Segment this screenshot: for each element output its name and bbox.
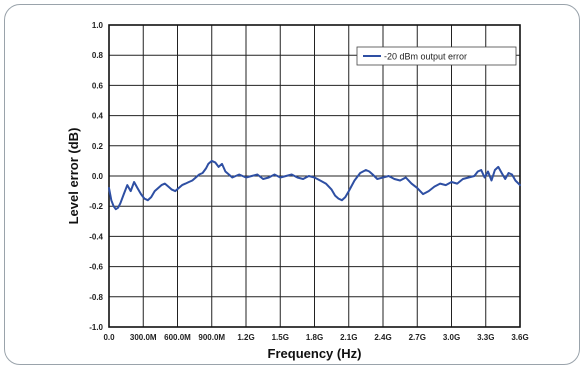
y-tick-label: -0.4 bbox=[89, 232, 103, 241]
y-tick-label: 0.8 bbox=[92, 51, 104, 60]
x-tick-label: 1.2G bbox=[237, 333, 254, 342]
y-tick-label: 0.0 bbox=[92, 172, 104, 181]
legend: -20 dBm output error bbox=[356, 46, 517, 66]
x-tick-label: 2.1G bbox=[340, 333, 357, 342]
legend-box bbox=[356, 46, 517, 66]
x-tick-label: 2.7G bbox=[409, 333, 426, 342]
y-axis-ticks: 1.0 0.8 0.6 0.4 0.2 0.0 -0.2 -0.4 -0.6 -0.8 -1.0 bbox=[89, 21, 103, 332]
y-tick-label: -1.0 bbox=[89, 323, 103, 332]
x-tick-label: 0.0 bbox=[103, 333, 115, 342]
y-tick-label: 0.4 bbox=[92, 112, 104, 121]
y-tick-label: 0.6 bbox=[92, 81, 104, 90]
x-tick-label: 1.8G bbox=[306, 333, 323, 342]
series-layer bbox=[108, 159, 521, 211]
y-tick-label: 1.0 bbox=[92, 21, 104, 30]
x-tick-label: 1.5G bbox=[272, 333, 289, 342]
series-line-0 bbox=[108, 159, 521, 211]
x-tick-label: 3.0G bbox=[443, 333, 460, 342]
x-axis-ticks: 0.0 300.0M 600.0M 900.0M 1.2G 1.5G 1.8G 2.1G 2.4… bbox=[103, 333, 528, 342]
x-tick-label: 2.4G bbox=[374, 333, 391, 342]
y-tick-label: -0.8 bbox=[89, 293, 103, 302]
x-tick-label: 900.0M bbox=[198, 333, 225, 342]
plot-border bbox=[108, 24, 521, 328]
legend-label: -20 dBm output error bbox=[384, 52, 467, 62]
y-axis-title: Level error (dB) bbox=[66, 128, 81, 225]
y-tick-label: -0.2 bbox=[89, 202, 103, 211]
x-tick-label: 3.3G bbox=[477, 333, 494, 342]
x-tick-label: 3.6G bbox=[511, 333, 528, 342]
y-tick-label: -0.6 bbox=[89, 263, 103, 272]
x-axis-title: Frequency (Hz) bbox=[268, 346, 362, 361]
y-tick-label: 0.2 bbox=[92, 142, 104, 151]
x-tick-label: 600.0M bbox=[164, 333, 191, 342]
x-tick-label: 300.0M bbox=[130, 333, 157, 342]
